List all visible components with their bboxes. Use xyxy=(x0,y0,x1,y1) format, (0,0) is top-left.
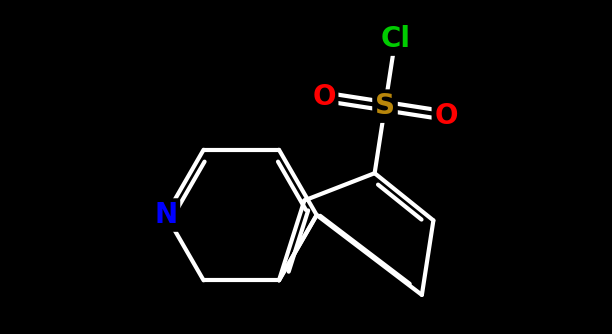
Text: O: O xyxy=(312,83,335,111)
Text: N: N xyxy=(154,201,177,229)
Text: S: S xyxy=(375,92,395,120)
Text: O: O xyxy=(435,102,458,130)
Text: Cl: Cl xyxy=(381,25,411,53)
